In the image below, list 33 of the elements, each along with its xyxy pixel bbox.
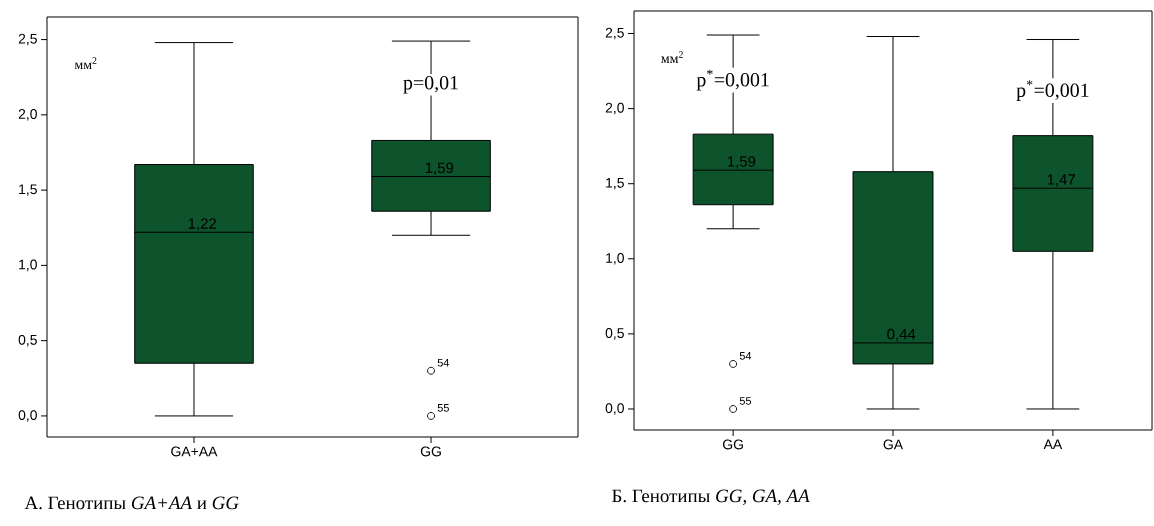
annotation: p$^{*}$=0,001 [696,69,769,91]
annotation: 54 [437,358,450,367]
y-tick-label: 1,0 [19,259,37,272]
annotation: 1,59 [425,162,454,175]
y-tick-label: 0,0 [605,403,624,415]
x-tick-label: GG [722,439,743,450]
annotation: 0,44 [887,328,916,342]
annotation: 55 [739,397,752,405]
annotation: p=0,01 [403,75,458,94]
y-tick-label: 1,5 [606,178,624,190]
y-tick-label: 0,0 [18,410,37,422]
x-tick-label: GG [420,446,441,457]
annotation: 55 [437,404,449,412]
annotation: p$^{*}$=0,001 [1016,80,1089,102]
annotation: 1,22 [188,218,216,231]
text: Б. Генотипы GG, GA, AA [612,489,810,505]
y-tick-label: 1,5 [19,184,37,196]
y-tick-label: 0,5 [605,328,624,340]
y-tick-label: 2,5 [605,27,624,40]
x-tick-label: GA+AA [171,446,218,457]
text: А. Генотипы GA+AA и GG [24,496,239,510]
y-tick-label: 0,5 [18,334,37,347]
annotation: мм$^{2}$ [661,51,683,63]
y-tick-label: 2,0 [18,109,37,121]
x-tick-label: GA [883,439,904,450]
annotation: 1,47 [1047,174,1075,187]
annotation: 1,59 [727,156,756,169]
annotation: 54 [739,352,752,360]
y-tick-label: 1,0 [606,253,624,265]
annotation: мм$^{2}$ [74,57,97,70]
x-tick-label: AA [1043,439,1063,450]
y-tick-label: 2,5 [18,33,37,46]
y-tick-label: 2,0 [605,102,624,115]
